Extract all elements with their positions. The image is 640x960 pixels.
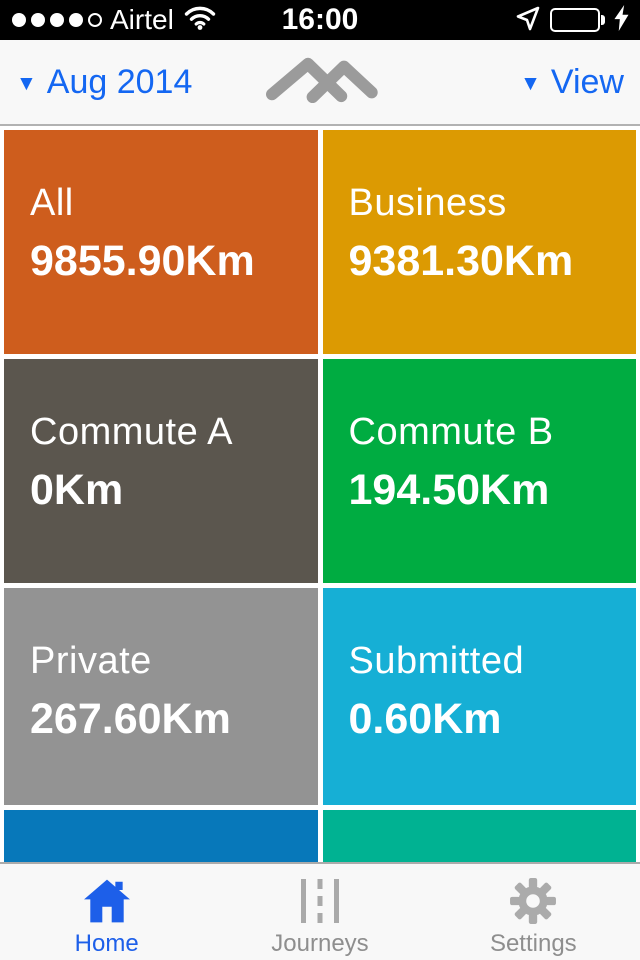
signal-dot	[50, 13, 64, 27]
tile-label: All	[30, 182, 74, 224]
wifi-icon	[184, 5, 216, 36]
tile-commute-a[interactable]: Commute A 0Km	[4, 359, 318, 584]
tile-private[interactable]: Private 267.60Km	[4, 588, 318, 805]
signal-dot	[31, 13, 45, 27]
tile-label: Commute B	[348, 411, 554, 454]
tab-label: Journeys	[271, 930, 369, 957]
nav-bar: ▼ Aug 2014 ▼ View	[0, 40, 640, 126]
tab-home[interactable]: Home	[0, 864, 213, 960]
tile-value: 194.50Km	[348, 466, 550, 515]
month-selector-button[interactable]: ▼ Aug 2014	[16, 63, 192, 102]
tile-value: 0Km	[30, 466, 124, 515]
month-selector-label: Aug 2014	[46, 62, 193, 101]
tab-label: Home	[74, 930, 139, 957]
tile-submitted[interactable]: Submitted 0.60Km	[322, 588, 636, 805]
signal-dot	[69, 13, 83, 27]
tab-journeys[interactable]: Journeys	[213, 864, 426, 960]
tile-commute-b[interactable]: Commute B 194.50Km	[322, 359, 636, 584]
chevron-down-icon: ▼	[520, 72, 541, 95]
home-icon	[83, 876, 131, 926]
charging-bolt-icon	[614, 4, 630, 36]
view-selector-label: View	[550, 62, 624, 101]
battery-icon	[550, 8, 605, 32]
tab-settings[interactable]: Settings	[427, 864, 640, 960]
tile-label: Business	[348, 182, 507, 224]
tile-value: 0.60Km	[348, 695, 502, 744]
tab-bar: Home Journeys	[0, 862, 640, 960]
tile-value: 267.60Km	[30, 695, 231, 744]
location-arrow-icon	[515, 5, 541, 36]
carrier-label: Airtel	[110, 4, 174, 35]
tile-label: Commute A	[30, 411, 234, 454]
view-selector-button[interactable]: ▼ View	[520, 63, 624, 102]
tile-value: 9855.90Km	[30, 237, 255, 285]
settings-gear-icon	[509, 876, 557, 926]
tile-grid: All 9855.90Km Business 9381.30Km Commute…	[0, 126, 640, 862]
tile-all[interactable]: All 9855.90Km	[4, 130, 318, 355]
tile-business[interactable]: Business 9381.30Km	[322, 130, 636, 355]
tile-label: Submitted	[348, 640, 525, 683]
status-left-cluster: Airtel	[0, 4, 216, 36]
status-bar: Airtel 16:00	[0, 0, 640, 40]
tile-label: Private	[30, 640, 152, 683]
tile-value: 9381.30Km	[348, 237, 574, 285]
app-logo-mountains-icon	[260, 51, 380, 114]
status-right-cluster	[515, 4, 640, 36]
tab-label: Settings	[489, 930, 577, 957]
signal-dot	[12, 13, 26, 27]
journeys-road-icon	[300, 876, 340, 926]
cell-signal-dots-icon	[12, 13, 102, 27]
signal-dot	[88, 13, 102, 27]
tile-partial-right[interactable]	[322, 809, 636, 862]
tile-partial-left[interactable]	[4, 809, 318, 862]
chevron-down-icon: ▼	[16, 72, 37, 95]
